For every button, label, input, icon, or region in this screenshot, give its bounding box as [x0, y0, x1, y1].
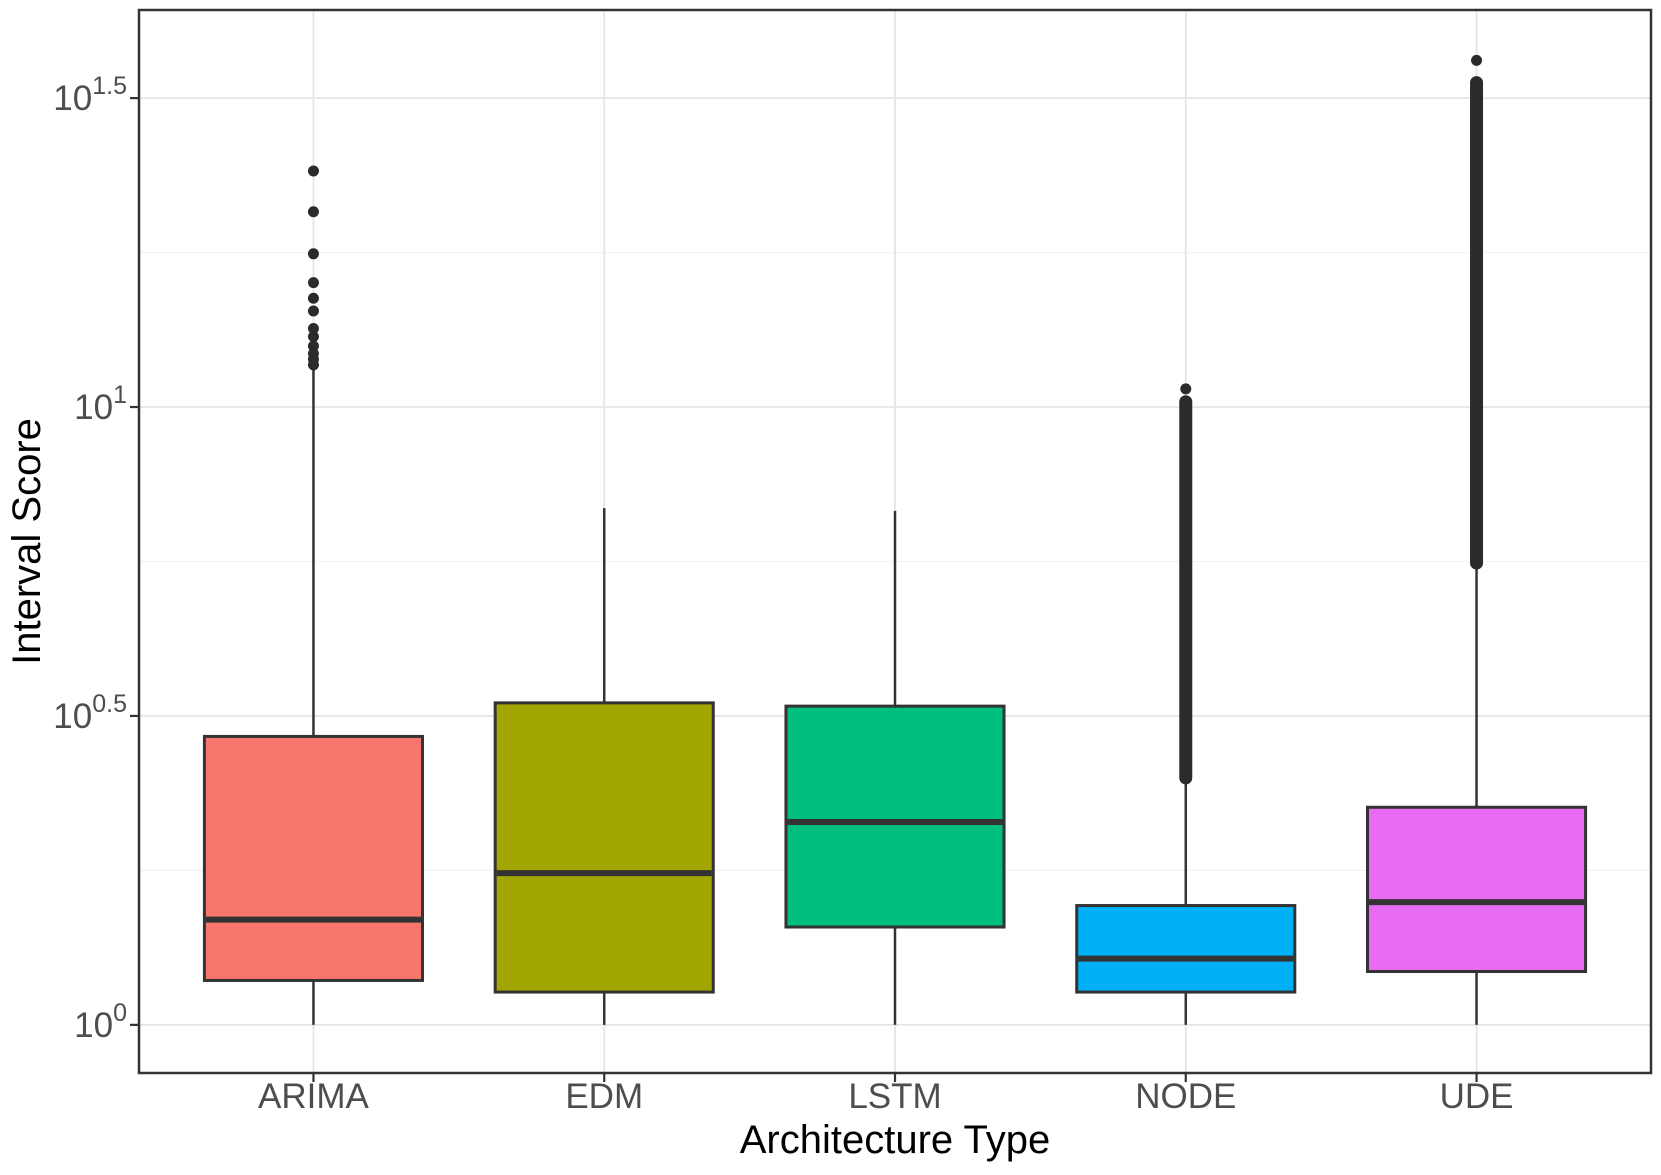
box-arima — [202, 734, 424, 982]
x-tick-label-ude: UDE — [1440, 1077, 1514, 1116]
outlier-dot-arima — [307, 292, 319, 304]
outlier-dot-arima — [307, 322, 319, 334]
box-lstm — [784, 704, 1006, 929]
outlier-dot-arima — [307, 248, 319, 260]
y-tick-label: 100 — [74, 999, 127, 1045]
box-node — [1075, 904, 1297, 994]
outlier-dot-arima — [307, 359, 319, 371]
outlier-dot-arima — [307, 331, 319, 343]
outlier-dot-node — [1180, 383, 1192, 395]
x-tick-label-edm: EDM — [565, 1077, 643, 1116]
outlier-dot-arima — [307, 206, 319, 218]
outlier-dot-ude — [1471, 54, 1483, 66]
outlier-dot-arima — [307, 305, 319, 317]
box-edm — [493, 701, 715, 994]
y-axis-title: Interval Score — [5, 418, 49, 665]
y-tick-label: 101.5 — [53, 72, 127, 118]
y-tick-label: 101 — [74, 381, 127, 427]
x-tick-label-lstm: LSTM — [848, 1077, 941, 1116]
box-ude — [1366, 805, 1588, 974]
x-tick-label-arima: ARIMA — [258, 1077, 370, 1116]
outlier-dot-arima — [307, 277, 319, 289]
x-axis-title: Architecture Type — [740, 1118, 1051, 1162]
y-tick-label: 100.5 — [53, 690, 127, 736]
x-tick-label-node: NODE — [1135, 1077, 1236, 1116]
outlier-dot-arima — [307, 165, 319, 177]
outlier-dot-arima — [307, 340, 319, 352]
